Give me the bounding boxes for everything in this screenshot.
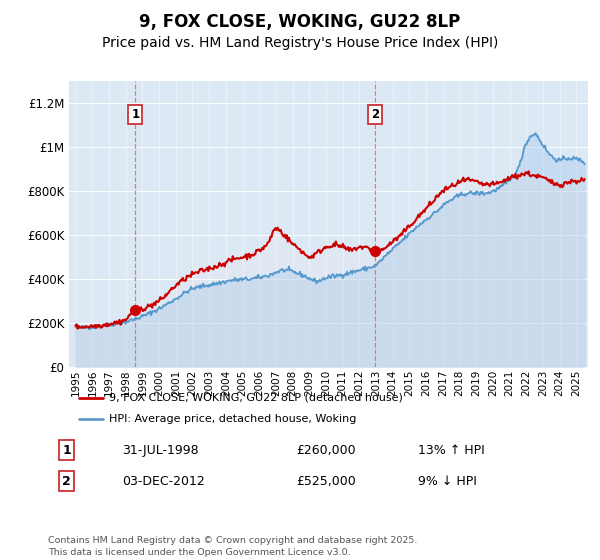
Text: 1: 1 — [131, 108, 139, 120]
Text: HPI: Average price, detached house, Woking: HPI: Average price, detached house, Woki… — [109, 414, 356, 424]
Text: 2: 2 — [62, 474, 71, 488]
Text: 2: 2 — [371, 108, 379, 120]
Text: Price paid vs. HM Land Registry's House Price Index (HPI): Price paid vs. HM Land Registry's House … — [102, 35, 498, 49]
Text: 9, FOX CLOSE, WOKING, GU22 8LP: 9, FOX CLOSE, WOKING, GU22 8LP — [139, 13, 461, 31]
Text: 03-DEC-2012: 03-DEC-2012 — [122, 474, 205, 488]
Text: 9% ↓ HPI: 9% ↓ HPI — [418, 474, 476, 488]
Text: £525,000: £525,000 — [296, 474, 356, 488]
Text: 13% ↑ HPI: 13% ↑ HPI — [418, 444, 484, 457]
Text: 1: 1 — [62, 444, 71, 457]
Text: 9, FOX CLOSE, WOKING, GU22 8LP (detached house): 9, FOX CLOSE, WOKING, GU22 8LP (detached… — [109, 393, 403, 403]
Text: Contains HM Land Registry data © Crown copyright and database right 2025.
This d: Contains HM Land Registry data © Crown c… — [48, 536, 418, 557]
Text: 31-JUL-1998: 31-JUL-1998 — [122, 444, 199, 457]
Text: £260,000: £260,000 — [296, 444, 356, 457]
